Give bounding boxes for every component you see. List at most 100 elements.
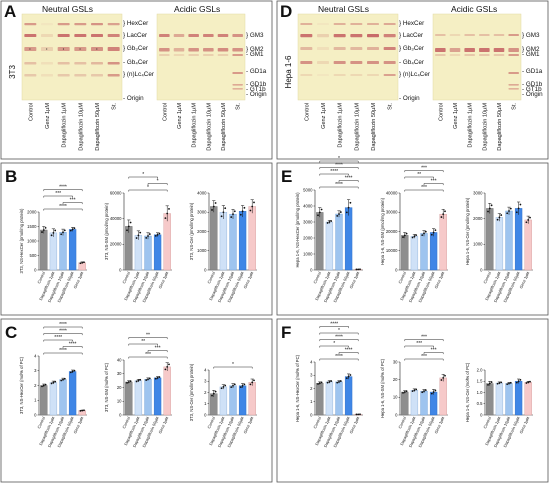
lane-label: St. [388, 103, 394, 110]
data-point [63, 229, 66, 232]
tlc-band [317, 47, 329, 50]
bar [316, 383, 324, 416]
data-point [515, 211, 518, 214]
data-point [517, 207, 520, 210]
data-point [347, 206, 350, 209]
data-point [249, 383, 252, 386]
data-point [490, 204, 493, 207]
data-point [442, 377, 445, 379]
acidic-band-label: - GD1b [522, 81, 543, 88]
data-point [357, 413, 360, 416]
data-point [488, 207, 491, 210]
lane-label: Genz 1µM [321, 103, 327, 129]
bar [144, 235, 152, 271]
y-tick-label: 30 [393, 359, 398, 364]
data-point [506, 212, 509, 215]
x-tick-label: Control [312, 416, 322, 430]
y-tick-label: 0 [34, 267, 37, 272]
tlc-band [449, 34, 461, 36]
bar [219, 212, 228, 271]
tlc-band [41, 34, 53, 37]
data-point [62, 378, 64, 381]
significance-label: *** [421, 166, 427, 172]
y-tick-label: 20000 [110, 242, 122, 247]
tlc-band [232, 72, 243, 74]
acidic-band-label: - GT1b [246, 86, 266, 93]
tlc-band [232, 34, 243, 37]
bar [248, 206, 256, 271]
tlc-band [383, 74, 396, 76]
bar [229, 213, 237, 271]
tlc-band [74, 74, 87, 77]
data-point [338, 380, 340, 383]
tlc-band [232, 88, 243, 90]
tlc-band [188, 54, 199, 56]
data-point [69, 371, 72, 374]
tlc-band [367, 34, 379, 38]
tlc-band [159, 48, 170, 52]
bar [505, 383, 513, 416]
y-axis-label: 3T3, NS-Cer (pmol/mg protein) [189, 202, 194, 260]
data-point [156, 233, 159, 236]
significance-label: **** [335, 335, 343, 341]
data-point [81, 409, 84, 412]
panel-letter-e: E [281, 167, 292, 186]
significance-label: **** [59, 185, 67, 191]
x-tick-label: Control [121, 416, 131, 430]
tlc-band [57, 47, 70, 51]
panel-d-frame [276, 0, 549, 160]
lane-label: Dapagliflozin 50µM [497, 103, 503, 151]
data-point [529, 216, 531, 219]
x-tick-label: Control [36, 271, 46, 285]
tlc-band [232, 84, 243, 86]
tlc-band [479, 34, 490, 36]
tlc-band [367, 23, 379, 25]
tlc-band [317, 61, 329, 64]
data-point [529, 380, 531, 383]
data-point [50, 382, 53, 385]
data-point [525, 382, 528, 384]
y-tick-label: 0.5 [477, 401, 483, 406]
y-tick-label: 1000 [303, 251, 313, 256]
data-point [519, 203, 522, 206]
data-point [345, 211, 348, 214]
tlc-band [350, 34, 363, 38]
panel-c-frame [0, 318, 273, 483]
tlc-band [41, 62, 53, 65]
y-tick-label: 1 [204, 401, 207, 406]
tlc-band [24, 23, 37, 26]
data-point [423, 390, 425, 393]
tlc-band [217, 54, 229, 56]
data-point [434, 389, 437, 392]
y-tick-label: 4 [34, 353, 37, 358]
data-point [345, 377, 348, 380]
data-point [164, 368, 167, 371]
tlc-plate-hepa-neutral [297, 13, 399, 101]
bar [524, 382, 532, 416]
y-tick-label: 0 [395, 267, 398, 272]
data-point [230, 386, 233, 388]
tlc-band [435, 54, 446, 56]
data-point [147, 378, 149, 381]
y-tick-label: 2 [310, 386, 313, 391]
data-point [241, 384, 244, 387]
data-point [347, 375, 350, 378]
cell-line-label-3t3: 3T3 [8, 65, 17, 79]
bar [439, 377, 447, 416]
acidic-gsl-title-a: Acidic GSLs [174, 4, 220, 14]
acidic-band-label: - GM1 [246, 51, 264, 58]
acidic-gsl-title-d: Acidic GSLs [451, 4, 497, 14]
tlc-band [107, 47, 120, 51]
data-point [423, 232, 425, 235]
tlc-band [383, 34, 396, 38]
bar [344, 207, 353, 271]
chart-B3: 0 1000 2000 3000 4000 3T3, NS-Cer (pmol/mg pr… [189, 190, 257, 303]
tlc-band [317, 34, 329, 38]
lane-label: Dapagliflozin 50µM [221, 103, 227, 151]
tlc-marker: • [79, 46, 81, 51]
lane-label: Control [162, 103, 168, 121]
tlc-marker: • [63, 46, 65, 51]
data-point [336, 215, 339, 217]
data-point [508, 382, 510, 385]
data-point [224, 384, 227, 387]
